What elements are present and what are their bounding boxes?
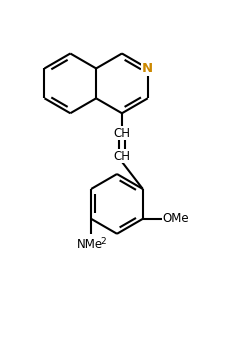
Text: OMe: OMe [163, 212, 189, 225]
Text: 2: 2 [100, 237, 106, 246]
Text: CH: CH [114, 127, 131, 140]
Text: NMe: NMe [77, 238, 103, 251]
Text: CH: CH [114, 149, 131, 163]
Text: N: N [142, 62, 153, 75]
